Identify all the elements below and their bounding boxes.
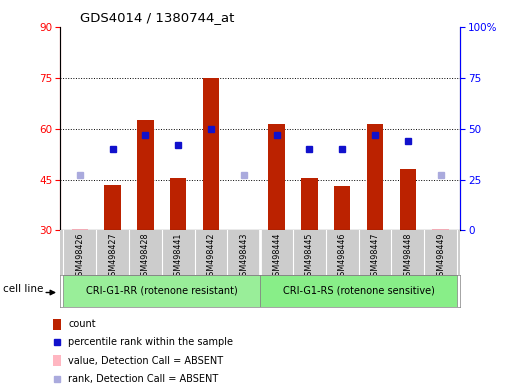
Bar bbox=[137, 120, 154, 230]
Text: value, Detection Call = ABSENT: value, Detection Call = ABSENT bbox=[69, 356, 223, 366]
Text: GDS4014 / 1380744_at: GDS4014 / 1380744_at bbox=[80, 11, 234, 24]
Bar bbox=[105, 185, 121, 230]
Text: GSM498441: GSM498441 bbox=[174, 233, 183, 281]
Text: percentile rank within the sample: percentile rank within the sample bbox=[69, 338, 233, 348]
Bar bbox=[72, 229, 88, 230]
Text: GSM498445: GSM498445 bbox=[305, 233, 314, 281]
Bar bbox=[53, 355, 61, 366]
Bar bbox=[268, 124, 285, 230]
Text: GSM498427: GSM498427 bbox=[108, 233, 117, 281]
Bar bbox=[170, 178, 186, 230]
Text: count: count bbox=[69, 319, 96, 329]
Text: GSM498444: GSM498444 bbox=[272, 233, 281, 281]
Bar bbox=[63, 275, 260, 306]
Text: GSM498442: GSM498442 bbox=[207, 233, 215, 281]
Bar bbox=[433, 229, 449, 230]
Bar bbox=[400, 169, 416, 230]
Text: GSM498443: GSM498443 bbox=[240, 233, 248, 281]
Text: CRI-G1-RR (rotenone resistant): CRI-G1-RR (rotenone resistant) bbox=[86, 286, 237, 296]
Text: CRI-G1-RS (rotenone sensitive): CRI-G1-RS (rotenone sensitive) bbox=[282, 286, 435, 296]
Text: GSM498428: GSM498428 bbox=[141, 233, 150, 281]
Text: rank, Detection Call = ABSENT: rank, Detection Call = ABSENT bbox=[69, 374, 219, 384]
Text: GSM498426: GSM498426 bbox=[75, 233, 84, 281]
Bar bbox=[334, 186, 350, 230]
Text: GSM498449: GSM498449 bbox=[436, 233, 445, 281]
Text: GSM498448: GSM498448 bbox=[403, 233, 412, 281]
Text: GSM498446: GSM498446 bbox=[338, 233, 347, 281]
Bar bbox=[260, 275, 457, 306]
Text: GSM498447: GSM498447 bbox=[370, 233, 380, 281]
Bar bbox=[203, 78, 219, 230]
Bar bbox=[53, 319, 61, 329]
Bar bbox=[367, 124, 383, 230]
Bar bbox=[301, 178, 317, 230]
Text: cell line: cell line bbox=[3, 284, 43, 294]
